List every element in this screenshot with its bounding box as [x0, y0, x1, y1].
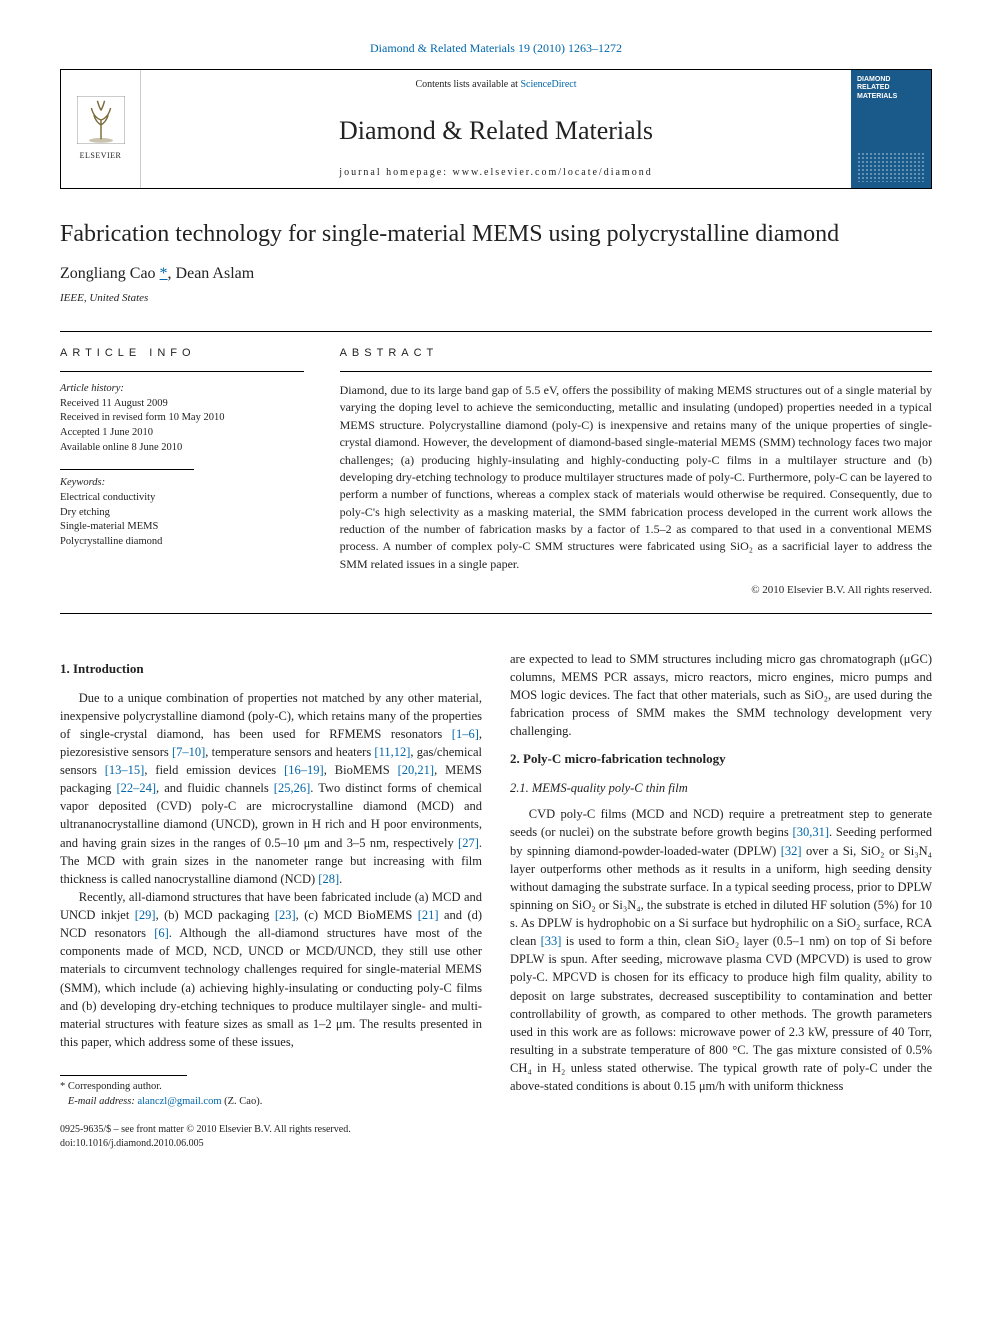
ref-22-24[interactable]: [22–24] [116, 781, 156, 795]
ref-28[interactable]: [28] [318, 872, 339, 886]
s1-p1: Due to a unique combination of propertie… [60, 689, 482, 888]
info-heading: ARTICLE INFO [60, 346, 304, 361]
authors: Zongliang Cao *, Dean Aslam [60, 263, 932, 285]
section-2-heading: 2. Poly-C micro-fabrication technology [510, 750, 932, 769]
journal-header: ELSEVIER Contents lists available at Sci… [60, 69, 932, 189]
ref-33[interactable]: [33] [541, 934, 562, 948]
section-2-1-heading: 2.1. MEMS-quality poly-C thin film [510, 779, 932, 797]
author-2: Dean Aslam [176, 265, 255, 282]
section-1-heading: 1. Introduction [60, 660, 482, 679]
bottom-meta: 0925-9635/$ – see front matter © 2010 El… [60, 1123, 482, 1151]
ref-21[interactable]: [21] [418, 908, 439, 922]
ref-13-15[interactable]: [13–15] [105, 763, 145, 777]
history-2: Accepted 1 June 2010 [60, 426, 304, 441]
s1-p2: Recently, all-diamond structures that ha… [60, 888, 482, 1051]
email-who: (Z. Cao). [224, 1096, 262, 1107]
email-label: E-mail address: [68, 1096, 135, 1107]
ref-16-19[interactable]: [16–19] [284, 763, 324, 777]
ref-27[interactable]: [27] [458, 836, 479, 850]
abstract-text: Diamond, due to its large band gap of 5.… [340, 382, 932, 573]
issn-line: 0925-9635/$ – see front matter © 2010 El… [60, 1123, 482, 1137]
keywords-label: Keywords: [60, 476, 304, 491]
header-center: Contents lists available at ScienceDirec… [141, 70, 851, 188]
keyword-3: Polycrystalline diamond [60, 535, 304, 550]
history-label: Article history: [60, 382, 304, 397]
article-body: 1. Introduction Due to a unique combinat… [60, 650, 932, 1152]
article-title: Fabrication technology for single-materi… [60, 219, 932, 249]
publisher-logo: ELSEVIER [61, 70, 141, 188]
cover-line2: RELATED [857, 84, 890, 91]
history-0: Received 11 August 2009 [60, 397, 304, 412]
journal-cover-thumb: DIAMOND RELATED MATERIALS [851, 70, 931, 188]
ref-11-12[interactable]: [11,12] [374, 745, 410, 759]
footnote-marker: * [60, 1081, 65, 1092]
keyword-0: Electrical conductivity [60, 491, 304, 506]
cover-line1: DIAMOND [857, 76, 890, 83]
citation-link[interactable]: Diamond & Related Materials 19 (2010) 12… [370, 41, 622, 55]
abstract: ABSTRACT Diamond, due to its large band … [322, 332, 932, 613]
abstract-heading: ABSTRACT [340, 346, 932, 361]
abstract-copyright: © 2010 Elsevier B.V. All rights reserved… [340, 583, 932, 598]
info-abstract-block: ARTICLE INFO Article history: Received 1… [60, 331, 932, 614]
sciencedirect-link[interactable]: ScienceDirect [520, 79, 576, 90]
ref-30-31[interactable]: [30,31] [793, 825, 829, 839]
contents-prefix: Contents lists available at [415, 79, 520, 90]
ref-1-6[interactable]: [1–6] [452, 727, 479, 741]
doi-line: doi:10.1016/j.diamond.2010.06.005 [60, 1137, 482, 1151]
s1-p2-cont: are expected to lead to SMM structures i… [510, 650, 932, 741]
citation-vol: 19 (2010) 1263–1272 [518, 41, 622, 55]
article-info: ARTICLE INFO Article history: Received 1… [60, 332, 322, 613]
ref-25-26[interactable]: [25,26] [274, 781, 310, 795]
author-1: Zongliang Cao [60, 265, 156, 282]
keyword-2: Single-material MEMS [60, 520, 304, 535]
ref-20-21[interactable]: [20,21] [398, 763, 434, 777]
citation-journal: Diamond & Related Materials [370, 41, 515, 55]
keywords-block: Keywords: Electrical conductivity Dry et… [60, 469, 304, 549]
corresponding-marker[interactable]: * [160, 265, 168, 282]
contents-line: Contents lists available at ScienceDirec… [415, 78, 576, 92]
journal-title: Diamond & Related Materials [339, 113, 653, 149]
history-1: Received in revised form 10 May 2010 [60, 411, 304, 426]
publisher-name: ELSEVIER [80, 150, 122, 161]
ref-32[interactable]: [32] [781, 844, 802, 858]
cover-text: DIAMOND RELATED MATERIALS [857, 76, 925, 101]
ref-23[interactable]: [23] [275, 908, 296, 922]
keyword-1: Dry etching [60, 506, 304, 521]
article-history: Article history: Received 11 August 2009… [60, 382, 304, 455]
cover-decoration [857, 152, 925, 182]
history-3: Available online 8 June 2010 [60, 441, 304, 456]
elsevier-tree-icon [77, 96, 125, 144]
running-citation: Diamond & Related Materials 19 (2010) 12… [60, 40, 932, 57]
cover-line3: MATERIALS [857, 93, 897, 100]
journal-homepage: journal homepage: www.elsevier.com/locat… [339, 166, 652, 180]
ref-29[interactable]: [29] [135, 908, 156, 922]
ref-6[interactable]: [6] [154, 926, 169, 940]
s2-1-p1: CVD poly-C films (MCD and NCD) require a… [510, 805, 932, 1095]
footnotes: * Corresponding author. E-mail address: … [60, 1080, 482, 1109]
footnote-label: Corresponding author. [68, 1081, 162, 1092]
ref-7-10[interactable]: [7–10] [172, 745, 205, 759]
affiliation: IEEE, United States [60, 291, 932, 306]
footnote-rule [60, 1075, 187, 1076]
corresponding-email[interactable]: alanczl@gmail.com [137, 1096, 221, 1107]
